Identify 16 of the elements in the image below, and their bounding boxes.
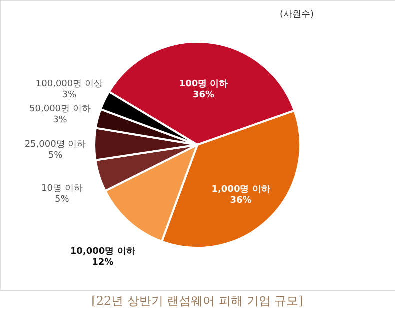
data-label: 3% xyxy=(62,90,78,101)
slice-label: 10,000명 이하 xyxy=(70,246,136,257)
text: (사원수) xyxy=(280,10,314,20)
slice-label: 50,000명 이하 xyxy=(30,104,91,115)
slice-label: 100,000명 이상 xyxy=(36,80,103,90)
data-label: 3% xyxy=(53,116,68,126)
text: [22년 상반기 랜섬웨어 피해 기업 규모] xyxy=(92,294,304,308)
slice-label: 100명 이하 xyxy=(179,79,228,90)
data-label: 5% xyxy=(55,194,70,205)
slice-label: 1,000명 이하 xyxy=(212,185,270,196)
slice-label: 10명 이하 xyxy=(41,184,83,194)
slice-label: 25,000명 이하 xyxy=(24,140,86,150)
data-label: 36% xyxy=(230,196,252,206)
data-label: 12% xyxy=(92,258,114,268)
data-label: 5% xyxy=(48,151,64,162)
data-label: 36% xyxy=(192,90,215,100)
